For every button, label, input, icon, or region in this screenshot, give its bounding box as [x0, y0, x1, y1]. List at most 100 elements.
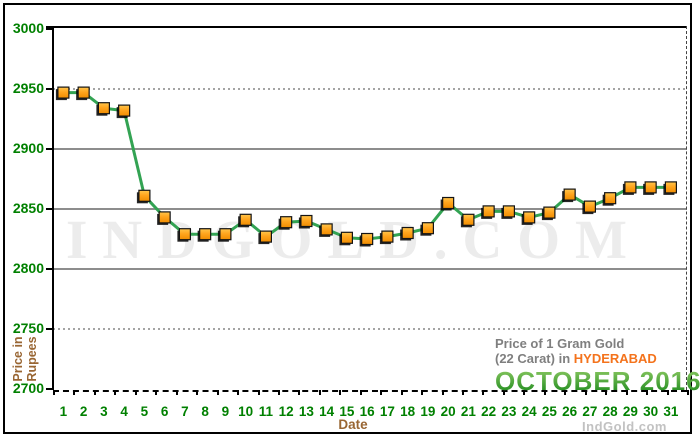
plot-top-border [46, 26, 687, 28]
chart-caption: Price of 1 Gram Gold (22 Carat) in HYDER… [495, 336, 700, 394]
price-line [61, 91, 673, 241]
x-axis-label-14: 14 [319, 404, 335, 419]
marker-day-7 [178, 228, 192, 241]
x-tick-30 [666, 390, 669, 395]
marker-day-10 [239, 213, 252, 226]
marker-day-27 [583, 200, 597, 213]
marker-day-6 [158, 211, 171, 224]
caption-line-2: (22 Carat) in HYDERABAD [495, 351, 700, 366]
x-axis-label-30: 30 [643, 404, 659, 419]
x-tick-8 [216, 390, 219, 395]
x-tick-7 [196, 390, 199, 395]
marker-day-28 [604, 192, 617, 205]
x-axis-label-26: 26 [562, 404, 578, 419]
x-tick-21 [482, 390, 485, 395]
x-axis-label-15: 15 [339, 404, 355, 419]
y-tick-2700 [46, 388, 53, 390]
marker-day-12 [280, 216, 293, 229]
marker-day-23 [502, 205, 515, 218]
marker-day-22 [482, 205, 495, 218]
x-tick-28 [625, 390, 628, 395]
x-tick-29 [646, 390, 649, 395]
x-tick-26 [584, 390, 587, 395]
y-axis-line [52, 26, 54, 390]
x-tick-2 [93, 390, 96, 395]
marker-day-14 [320, 223, 333, 236]
x-tick-1 [73, 390, 76, 395]
x-tick-10 [257, 390, 260, 395]
x-axis-label-17: 17 [379, 404, 395, 419]
caption-month: OCTOBER 2016 [495, 366, 700, 396]
x-axis-label-9: 9 [221, 404, 230, 419]
marker-day-15 [340, 231, 353, 244]
y-axis-label-2850: 2850 [12, 200, 44, 216]
x-tick-0 [53, 390, 55, 395]
x-axis-label-31: 31 [663, 404, 679, 419]
x-axis-label-21: 21 [460, 404, 476, 419]
y-axis-label-2900: 2900 [12, 140, 44, 156]
y-tick-2900 [46, 148, 53, 150]
marker-day-13 [300, 214, 313, 228]
x-tick-24 [543, 390, 546, 395]
y-axis-label-2950: 2950 [12, 80, 44, 96]
y-axis-label-2700: 2700 [12, 380, 44, 396]
x-axis-label-5: 5 [140, 404, 149, 419]
x-axis-label-23: 23 [501, 404, 517, 419]
x-axis-label-28: 28 [602, 404, 618, 419]
y-tick-2850 [46, 208, 53, 210]
marker-day-20 [442, 196, 455, 210]
x-tick-22 [502, 390, 505, 395]
x-tick-23 [523, 390, 526, 395]
brand-text: IndGold.com [582, 419, 667, 434]
x-axis-label-13: 13 [298, 404, 314, 419]
marker-day-8 [199, 228, 212, 241]
x-tick-12 [298, 390, 301, 395]
marker-day-21 [462, 213, 475, 226]
chart-svg [53, 86, 687, 330]
x-tick-17 [400, 390, 403, 395]
x-tick-11 [277, 390, 280, 395]
marker-day-5 [138, 189, 151, 202]
x-axis-label-8: 8 [201, 404, 209, 419]
x-axis-label-12: 12 [278, 404, 294, 419]
caption-line-1: Price of 1 Gram Gold [495, 336, 625, 351]
marker-day-29 [624, 181, 637, 194]
x-axis-label-2: 2 [79, 404, 88, 419]
x-axis-label-10: 10 [238, 404, 254, 419]
plot-right-border [686, 26, 687, 390]
marker-day-30 [644, 181, 657, 194]
x-axis-line [53, 390, 687, 392]
x-tick-13 [318, 390, 321, 395]
marker-day-16 [361, 232, 374, 246]
x-tick-15 [359, 390, 362, 395]
y-tick-3000 [46, 28, 53, 30]
x-tick-14 [339, 390, 342, 395]
x-tick-18 [421, 390, 424, 395]
x-axis-label-1: 1 [59, 404, 68, 419]
marker-day-4 [118, 104, 131, 117]
x-axis-label-27: 27 [582, 404, 598, 419]
y-tick-2950 [46, 88, 53, 90]
x-axis-title: Date [338, 417, 368, 432]
x-axis-label-3: 3 [100, 404, 108, 419]
x-tick-27 [605, 390, 608, 395]
y-axis-label-3000: 3000 [12, 20, 44, 36]
x-axis-label-4: 4 [120, 404, 128, 419]
x-axis-label-20: 20 [440, 404, 456, 419]
x-axis-label-29: 29 [622, 404, 638, 419]
caption-city: HYDERABAD [573, 351, 657, 366]
x-axis-label-22: 22 [481, 404, 497, 419]
marker-day-24 [523, 211, 536, 224]
y-tick-2750 [46, 328, 53, 330]
x-tick-6 [175, 390, 178, 395]
marker-day-11 [259, 230, 272, 243]
x-axis-label-24: 24 [521, 404, 537, 419]
marker-day-31 [664, 181, 678, 194]
x-tick-25 [564, 390, 567, 395]
plot-area [53, 26, 687, 390]
x-tick-4 [134, 390, 137, 395]
y-tick-2800 [46, 268, 53, 270]
marker-day-17 [381, 230, 394, 243]
marker-day-25 [543, 206, 556, 219]
